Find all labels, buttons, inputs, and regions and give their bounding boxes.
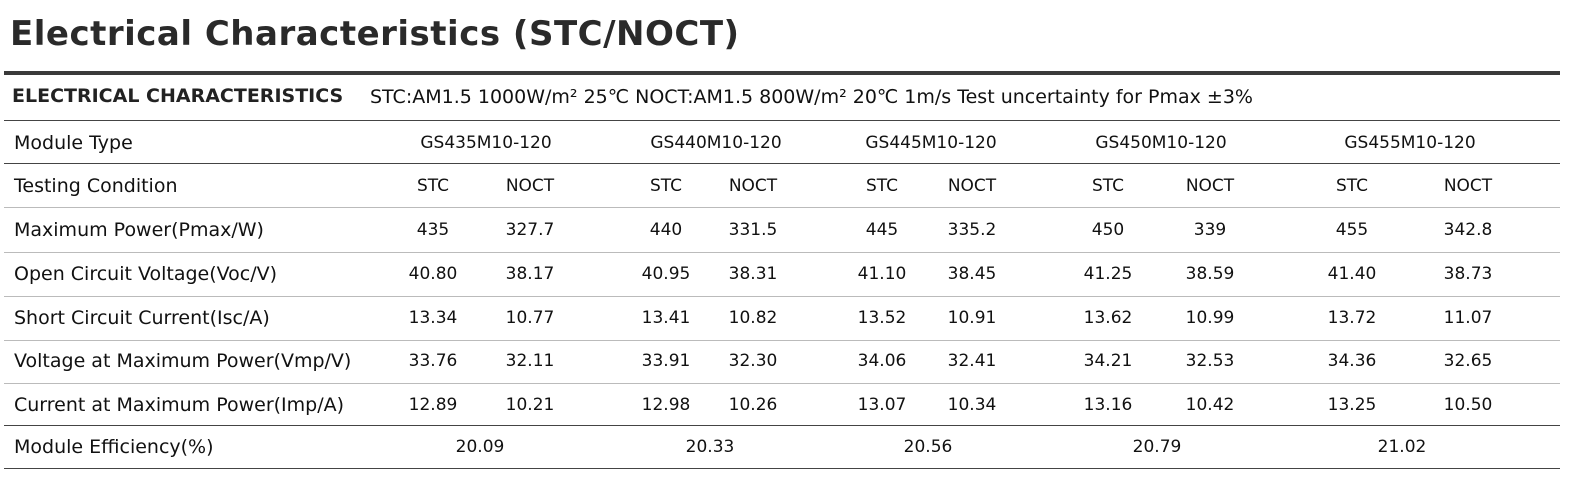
cell: GS435M10-120: [420, 133, 552, 153]
cell: 32.30: [728, 351, 778, 371]
cell: STC: [1091, 176, 1125, 196]
row-label: Current at Maximum Power(Imp/A): [14, 394, 345, 416]
cell: 10.34: [947, 395, 997, 415]
row-label: Module Efficiency(%): [14, 436, 214, 458]
cell: NOCT: [728, 176, 778, 196]
cell: STC: [1335, 176, 1369, 196]
cell: STC: [865, 176, 899, 196]
cell: GS445M10-120: [865, 133, 997, 153]
cell: 10.99: [1185, 308, 1235, 328]
row-label: Voltage at Maximum Power(Vmp/V): [14, 350, 352, 372]
cell: 38.17: [505, 264, 555, 284]
row-rule: [4, 296, 1560, 297]
cell: 10.26: [728, 395, 778, 415]
row-rule: [4, 383, 1560, 384]
cell: 34.06: [857, 351, 907, 371]
cell: 13.25: [1327, 395, 1377, 415]
row-rule: [4, 163, 1560, 164]
cell: 10.82: [728, 308, 778, 328]
cell: 20.79: [1132, 437, 1182, 457]
cell: 10.77: [505, 308, 555, 328]
cell: 450: [1091, 220, 1125, 240]
cell: GS450M10-120: [1095, 133, 1227, 153]
cell: 41.40: [1327, 264, 1377, 284]
cell: 435: [416, 220, 450, 240]
row-label: Module Type: [14, 132, 133, 154]
cell: 32.11: [505, 351, 555, 371]
cell: 20.09: [455, 437, 505, 457]
cell: 13.52: [857, 308, 907, 328]
cell: GS455M10-120: [1344, 133, 1476, 153]
cell: 32.65: [1443, 351, 1493, 371]
cell: 34.36: [1327, 351, 1377, 371]
cell: 40.80: [408, 264, 458, 284]
cell: 331.5: [728, 220, 778, 240]
cell: 32.41: [947, 351, 997, 371]
cell: 33.76: [408, 351, 458, 371]
cell: 445: [865, 220, 899, 240]
cell: 38.73: [1443, 264, 1493, 284]
cell: 20.56: [903, 437, 953, 457]
cell: 11.07: [1443, 308, 1493, 328]
cell: 12.98: [641, 395, 691, 415]
cell: NOCT: [1185, 176, 1235, 196]
cell: STC: [649, 176, 683, 196]
row-label: Maximum Power(Pmax/W): [14, 219, 264, 241]
cell: 38.31: [728, 264, 778, 284]
cell: 38.59: [1185, 264, 1235, 284]
cell: 13.72: [1327, 308, 1377, 328]
cell: 10.50: [1443, 395, 1493, 415]
cell: 10.91: [947, 308, 997, 328]
rule: [4, 71, 1560, 75]
row-rule: [4, 468, 1560, 469]
cell: 335.2: [947, 220, 997, 240]
cell: 13.07: [857, 395, 907, 415]
cell: STC: [416, 176, 450, 196]
row-rule: [4, 340, 1560, 341]
cell: 13.16: [1083, 395, 1133, 415]
cell: 41.25: [1083, 264, 1133, 284]
cell: NOCT: [947, 176, 997, 196]
row-rule: [4, 207, 1560, 208]
row-label: Short Circuit Current(Isc/A): [14, 307, 270, 329]
cell: 13.41: [641, 308, 691, 328]
table-caption: ELECTRICAL CHARACTERISTICS: [12, 85, 344, 107]
row-label: Open Circuit Voltage(Voc/V): [14, 263, 278, 285]
cell: 40.95: [641, 264, 691, 284]
row-rule: [4, 120, 1560, 121]
cell: 32.53: [1185, 351, 1235, 371]
cell: 339: [1193, 220, 1227, 240]
cell: 10.21: [505, 395, 555, 415]
cell: NOCT: [1443, 176, 1493, 196]
row-rule: [4, 252, 1560, 253]
cell: 12.89: [408, 395, 458, 415]
cell: 33.91: [641, 351, 691, 371]
row-label: Testing Condition: [14, 175, 178, 197]
cell: 327.7: [505, 220, 555, 240]
cell: 342.8: [1443, 220, 1493, 240]
cell: 20.33: [685, 437, 735, 457]
cell: 34.21: [1083, 351, 1133, 371]
title: Electrical Characteristics (STC/NOCT): [10, 14, 740, 54]
test-conditions: STC:AM1.5 1000W/m² 25℃ NOCT:AM1.5 800W/m…: [370, 86, 1253, 108]
cell: 21.02: [1377, 437, 1427, 457]
cell: 455: [1335, 220, 1369, 240]
cell: GS440M10-120: [650, 133, 782, 153]
row-rule: [4, 425, 1560, 426]
cell: 41.10: [857, 264, 907, 284]
cell: 440: [649, 220, 683, 240]
cell: NOCT: [505, 176, 555, 196]
cell: 10.42: [1185, 395, 1235, 415]
cell: 38.45: [947, 264, 997, 284]
cell: 13.34: [408, 308, 458, 328]
cell: 13.62: [1083, 308, 1133, 328]
